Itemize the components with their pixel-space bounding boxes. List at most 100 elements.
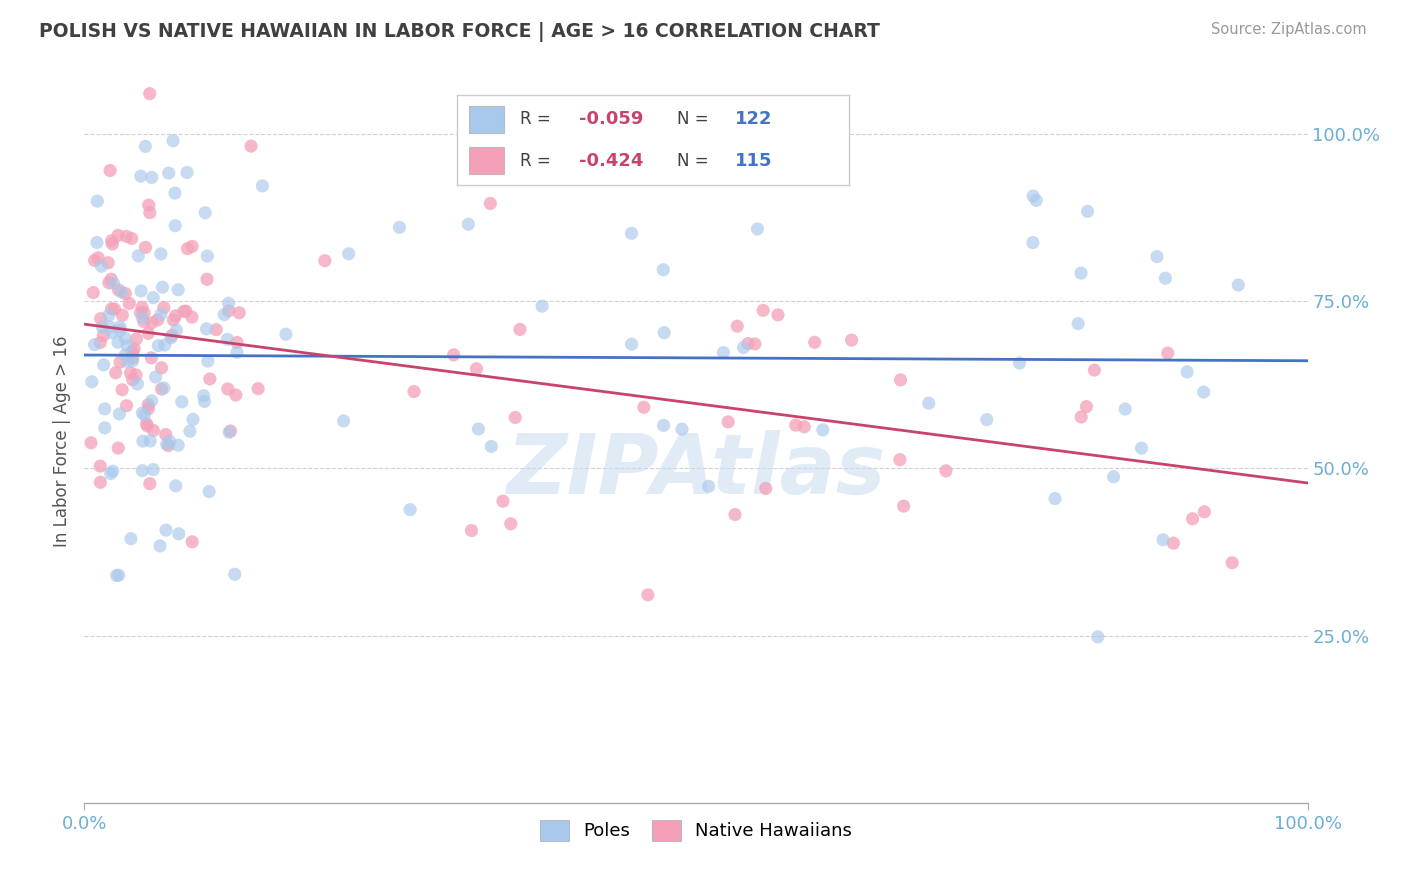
Point (1152, 533, 1174, 547)
Point (1077, 204, 1099, 219)
Point (179, 424, 201, 438)
Point (134, 240, 156, 254)
Point (93, 328, 115, 343)
Point (159, 434, 181, 449)
Point (918, 396, 941, 410)
Point (167, 526, 190, 541)
Point (218, 425, 240, 440)
Point (87, 251, 110, 265)
Point (134, 139, 156, 153)
Point (101, 237, 124, 252)
Y-axis label: In Labor Force | Age > 16: In Labor Force | Age > 16 (53, 335, 72, 548)
Point (337, 247, 360, 261)
Point (149, 539, 172, 553)
Point (1220, 556, 1243, 570)
Point (131, 310, 153, 325)
Point (149, 247, 172, 261)
Point (134, 408, 156, 422)
Point (136, 398, 159, 412)
Point (139, 476, 162, 491)
Point (122, 342, 145, 356)
Point (1154, 271, 1177, 285)
Point (100, 301, 122, 316)
Point (162, 313, 184, 327)
Point (129, 284, 152, 298)
Point (115, 229, 138, 244)
Point (637, 588, 659, 602)
Point (157, 439, 180, 453)
Point (93, 358, 115, 372)
Point (1192, 385, 1215, 400)
Point (90, 260, 112, 274)
Point (198, 484, 221, 499)
Point (160, 328, 183, 343)
Point (252, 178, 274, 193)
Point (725, 319, 748, 334)
Point (138, 87, 160, 101)
Point (193, 394, 215, 409)
Point (713, 345, 735, 359)
Point (94, 421, 117, 435)
Point (153, 301, 176, 315)
Point (90, 311, 112, 326)
Point (181, 534, 204, 549)
Point (1070, 409, 1092, 424)
Point (100, 467, 122, 481)
Point (811, 423, 834, 437)
Point (195, 322, 218, 336)
Point (479, 439, 502, 453)
Point (1102, 469, 1125, 483)
Point (889, 452, 911, 467)
Point (80, 435, 103, 450)
Point (1181, 512, 1204, 526)
Point (103, 301, 125, 316)
Point (89, 475, 111, 490)
Point (107, 335, 129, 350)
Point (104, 366, 127, 380)
Point (80, 375, 103, 389)
Point (139, 205, 162, 219)
Point (114, 348, 136, 362)
Point (141, 170, 163, 185)
Point (531, 299, 554, 313)
Point (93, 401, 115, 416)
Point (218, 304, 240, 318)
Point (1022, 235, 1045, 250)
Point (155, 523, 177, 537)
Point (755, 482, 778, 496)
Point (1227, 278, 1250, 293)
Point (174, 304, 197, 318)
Point (1163, 536, 1185, 550)
Point (652, 262, 675, 277)
Point (793, 419, 815, 434)
Point (803, 335, 825, 350)
Point (228, 306, 250, 320)
Point (162, 134, 184, 148)
Point (121, 373, 143, 387)
Point (195, 249, 218, 263)
Point (1076, 400, 1098, 414)
Point (893, 499, 915, 513)
Point (205, 323, 228, 337)
Point (114, 331, 136, 345)
Point (499, 516, 522, 531)
Point (97, 256, 120, 270)
Point (97, 308, 120, 322)
Point (108, 355, 131, 369)
Text: Source: ZipAtlas.com: Source: ZipAtlas.com (1211, 22, 1367, 37)
Point (100, 234, 122, 248)
Point (83, 253, 105, 268)
Point (165, 219, 187, 233)
Point (224, 567, 246, 582)
Point (503, 410, 526, 425)
Text: ZIPAtlas: ZIPAtlas (506, 430, 886, 511)
Text: POLISH VS NATIVE HAWAIIAN IN LABOR FORCE | AGE > 16 CORRELATION CHART: POLISH VS NATIVE HAWAIIAN IN LABOR FORCE… (39, 22, 880, 42)
Point (145, 370, 167, 384)
Point (247, 382, 270, 396)
Point (479, 196, 502, 211)
Point (129, 306, 152, 320)
Point (142, 462, 165, 476)
Point (152, 280, 174, 294)
Point (766, 308, 789, 322)
Point (101, 464, 124, 478)
